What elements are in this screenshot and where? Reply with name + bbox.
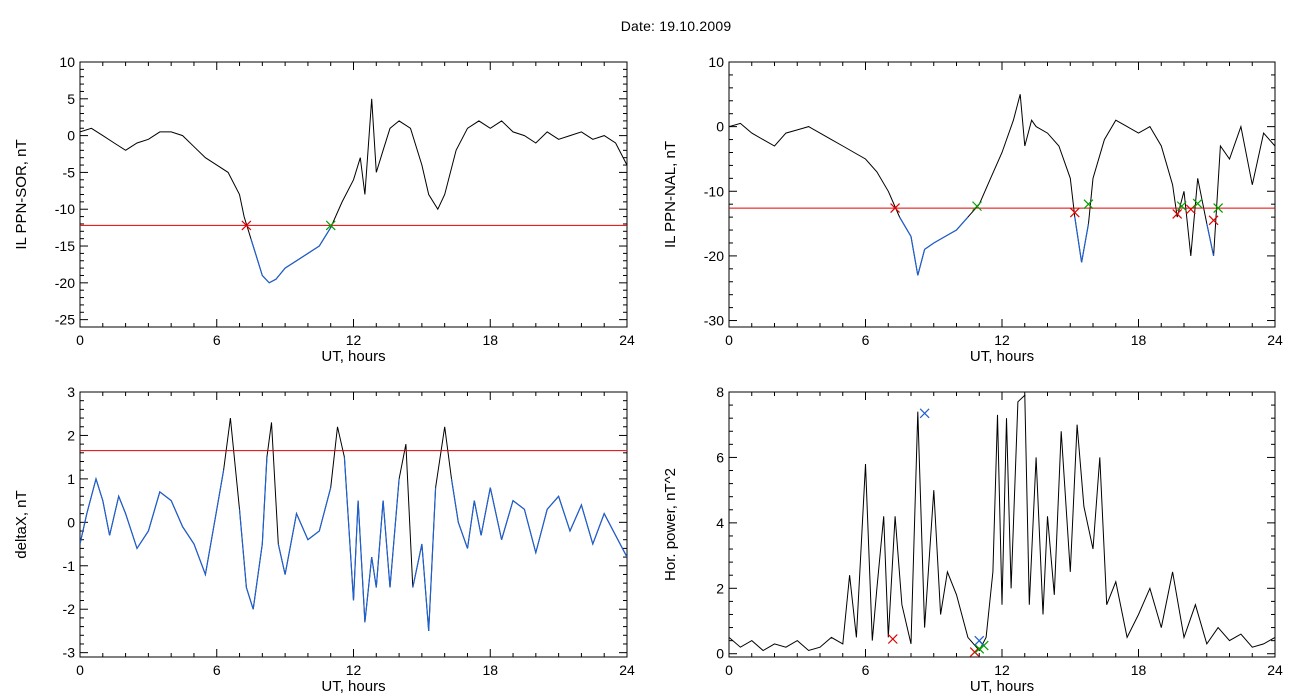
below-threshold-segment <box>343 457 400 623</box>
y-tick-label: 8 <box>716 384 724 400</box>
below-threshold-segment <box>450 478 627 558</box>
peak-marker <box>919 408 930 419</box>
y-tick-label: 3 <box>67 384 75 400</box>
below-threshold-segment <box>250 227 332 284</box>
x-tick-label: 18 <box>1131 662 1147 678</box>
start-marker <box>887 634 898 644</box>
below-threshold-segment <box>1074 217 1090 263</box>
y-tick-label: -1 <box>63 558 76 574</box>
x-axis-label: UT, hours <box>970 348 1034 365</box>
below-threshold-segment <box>412 487 437 631</box>
y-axis-label: Hor. power, nT^2 <box>662 468 679 581</box>
y-axis-label: deltaX, nT <box>13 490 30 558</box>
x-tick-label: 18 <box>482 332 498 348</box>
x-tick-label: 0 <box>76 332 84 348</box>
x-tick-label: 0 <box>725 332 733 348</box>
x-tick-label: 6 <box>862 332 870 348</box>
x-tick-label: 12 <box>994 332 1010 348</box>
plot-area <box>80 418 627 631</box>
y-tick-label: 10 <box>59 54 75 70</box>
x-tick-label: 24 <box>1267 662 1283 678</box>
x-tick-label: 6 <box>213 332 221 348</box>
y-tick-label: -5 <box>63 164 76 180</box>
series-line <box>80 98 627 284</box>
y-tick-label: 6 <box>716 449 724 465</box>
y-tick-label: 0 <box>716 646 724 662</box>
below-threshold-segment <box>277 487 332 575</box>
x-tick-label: 6 <box>862 662 870 678</box>
end-marker <box>974 643 985 654</box>
below-threshold-segment <box>238 457 268 610</box>
series-line <box>729 394 1275 652</box>
y-axis-label: IL PPN-SOR, nT <box>13 139 30 249</box>
peak-marker <box>974 635 985 646</box>
plot-area <box>729 94 1275 276</box>
y-tick-label: -10 <box>704 183 724 199</box>
x-tick-label: 24 <box>619 662 635 678</box>
plot-frame <box>728 391 1276 658</box>
x-tick-label: 24 <box>1267 332 1283 348</box>
y-tick-label: -10 <box>55 201 75 217</box>
y-tick-label: 0 <box>716 119 724 135</box>
end-marker <box>972 201 982 212</box>
y-tick-label: 2 <box>67 427 75 443</box>
x-tick-label: 0 <box>76 662 84 678</box>
panel-ppn-sor: 0 6 12 18 24 10 5 0 -5 -10 -15 -20 -25 UT, hours IL PP… <box>13 54 635 365</box>
x-tick-label: 0 <box>725 662 733 678</box>
start-marker <box>1069 207 1080 218</box>
end-marker <box>1176 201 1187 212</box>
y-tick-label: 0 <box>67 514 75 530</box>
end-marker <box>325 220 336 231</box>
y-tick-label: 0 <box>67 128 75 144</box>
panel-deltax: 0 6 12 18 24 3 2 1 0 -1 -2 -3 UT, hours deltaX, nT <box>13 384 635 695</box>
series-line <box>729 94 1275 276</box>
start-marker <box>241 220 252 231</box>
x-axis-label: UT, hours <box>321 348 385 365</box>
y-tick-label: -3 <box>63 645 76 661</box>
y-tick-label: 5 <box>67 91 75 107</box>
end-marker <box>1213 203 1224 213</box>
plot-frame <box>728 61 1276 328</box>
plot-area <box>729 394 1275 657</box>
end-marker <box>1192 198 1203 209</box>
below-threshold-segment <box>899 216 969 276</box>
x-tick-label: 12 <box>994 662 1010 678</box>
below-threshold-segment <box>80 470 225 577</box>
x-tick-label: 18 <box>1131 332 1147 348</box>
start-marker <box>1185 204 1196 215</box>
start-marker <box>890 203 900 213</box>
y-tick-label: -20 <box>704 248 724 264</box>
x-axis-label: UT, hours <box>970 678 1034 695</box>
y-axis-label: IL PPN-NAL, nT <box>662 141 679 248</box>
x-tick-label: 6 <box>213 662 221 678</box>
x-tick-label: 18 <box>482 662 498 678</box>
start-marker <box>1172 208 1183 219</box>
y-tick-label: -20 <box>55 275 75 291</box>
below-threshold-segment <box>1206 223 1215 257</box>
x-tick-label: 24 <box>619 332 635 348</box>
y-tick-label: 4 <box>716 515 724 531</box>
y-tick-label: 2 <box>716 580 724 596</box>
y-tick-label: 1 <box>67 471 75 487</box>
panel-ppn-nal: 0 6 12 18 24 10 0 -10 -20 -30 UT, hours IL PPN-NAL,… <box>662 54 1283 365</box>
plot-frame <box>79 61 628 328</box>
x-tick-label: 12 <box>346 332 362 348</box>
y-tick-label: 10 <box>708 54 724 70</box>
plot-area <box>80 98 627 284</box>
plot-frame <box>79 391 628 658</box>
start-marker <box>969 647 980 657</box>
page-title: Date: 19.10.2009 <box>620 18 732 34</box>
x-axis-label: UT, hours <box>321 678 385 695</box>
y-tick-label: -25 <box>55 312 75 328</box>
x-tick-label: 12 <box>346 662 362 678</box>
y-tick-label: -30 <box>704 313 724 329</box>
start-marker <box>1208 215 1219 226</box>
end-marker <box>1083 199 1094 210</box>
y-tick-label: -15 <box>55 238 75 254</box>
y-tick-label: -2 <box>63 601 76 617</box>
